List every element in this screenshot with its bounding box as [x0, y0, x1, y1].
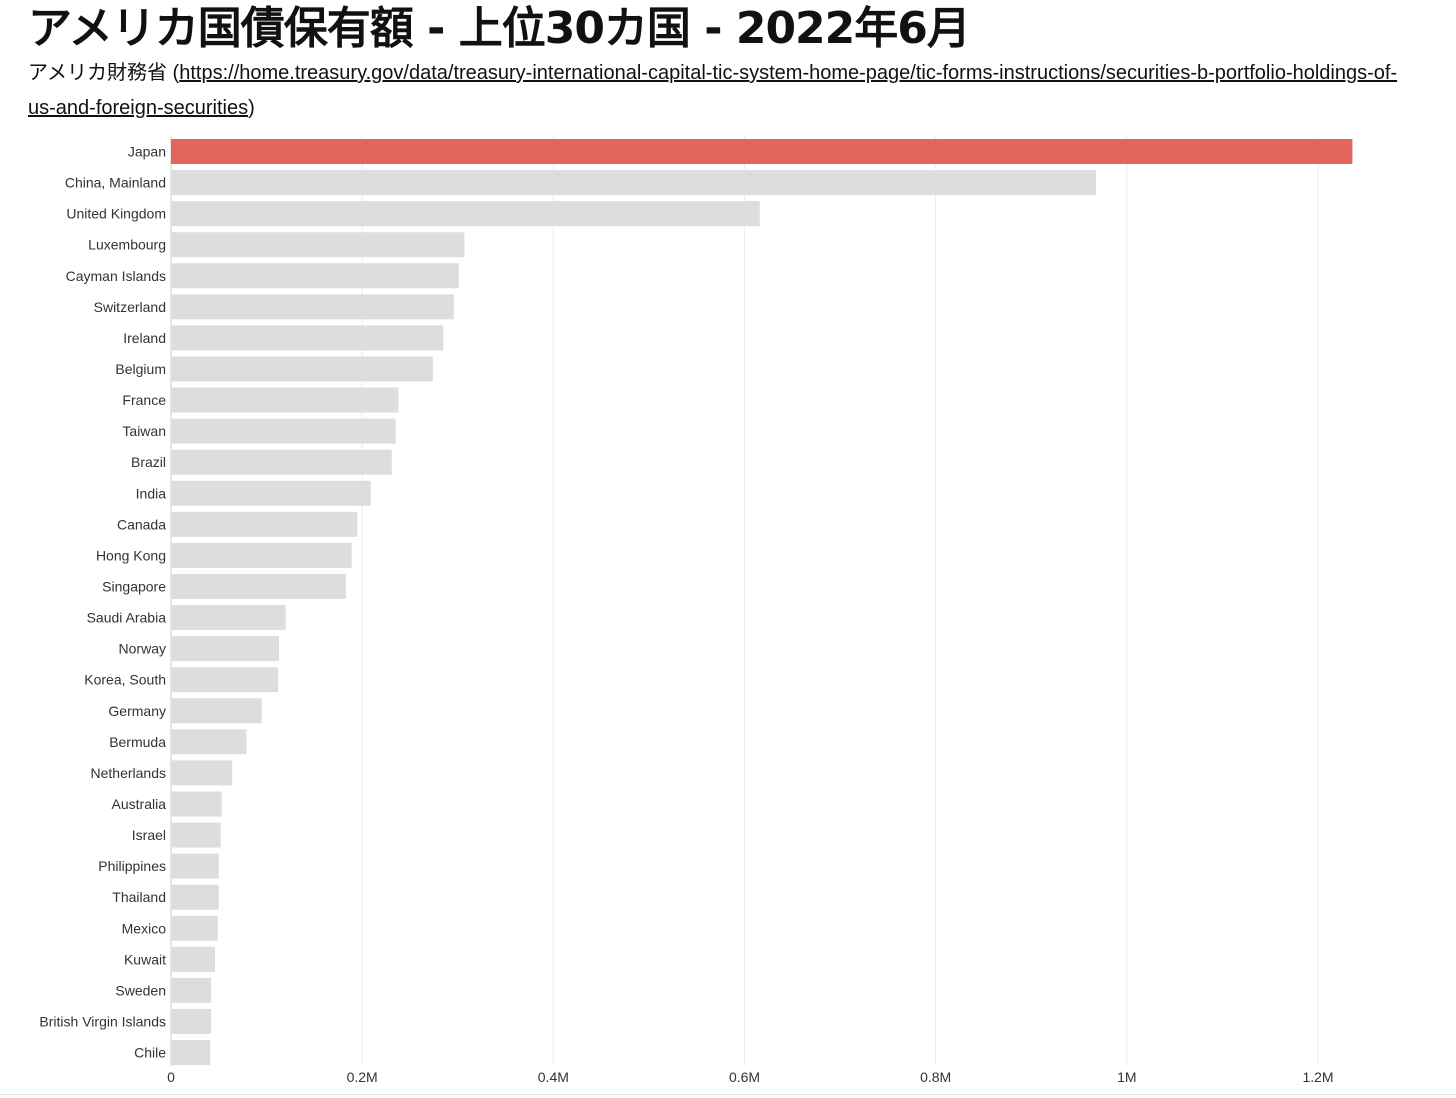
category-label: Korea, South — [84, 672, 166, 688]
bar — [171, 605, 286, 631]
bar — [171, 853, 219, 879]
x-tick-label: 0.8M — [920, 1069, 951, 1085]
x-tick-label: 0.2M — [347, 1069, 378, 1085]
bar — [171, 977, 212, 1003]
bar — [171, 418, 396, 444]
x-axis-ticks: 0 0.2M 0.4M 0.6M 0.8M 1M 1.2M — [167, 1069, 1333, 1085]
category-label: Australia — [112, 796, 167, 812]
category-label: Belgium — [115, 361, 166, 377]
bar — [171, 511, 358, 537]
category-label: Mexico — [122, 920, 167, 936]
bar — [171, 636, 280, 662]
category-label: Canada — [117, 516, 166, 532]
bar — [171, 325, 444, 351]
category-label: United Kingdom — [66, 206, 166, 222]
x-tick-label: 0 — [167, 1069, 175, 1085]
category-label: China, Mainland — [65, 175, 166, 191]
bar — [171, 1008, 212, 1034]
x-tick-label: 1.2M — [1302, 1069, 1333, 1085]
category-label: Thailand — [112, 889, 166, 905]
category-label: Philippines — [98, 858, 166, 874]
bar — [171, 729, 247, 755]
chart-title: アメリカ国債保有額 - 上位30カ国 - 2022年6月 — [28, 3, 971, 54]
bar — [171, 1040, 211, 1066]
category-label: Netherlands — [91, 765, 167, 781]
bar — [171, 170, 1097, 196]
category-label: Sweden — [115, 982, 166, 998]
source-link[interactable]: https://home.treasury.gov/data/treasury-… — [28, 62, 1398, 119]
bottom-divider — [0, 1094, 1456, 1095]
category-label: Singapore — [102, 578, 166, 594]
bar — [171, 387, 399, 413]
category-label: Ireland — [123, 330, 166, 346]
bar — [171, 542, 352, 568]
bar — [171, 667, 279, 693]
bar — [171, 760, 233, 786]
bar-highlighted — [171, 139, 1353, 164]
category-label: France — [122, 392, 166, 408]
bar — [171, 232, 465, 258]
category-label: Japan — [128, 144, 166, 160]
category-label: British Virgin Islands — [39, 1013, 166, 1029]
category-label: Norway — [119, 641, 166, 657]
bar — [171, 791, 222, 817]
category-label: Chile — [134, 1045, 166, 1061]
category-label: India — [136, 485, 167, 501]
x-tick-label: 0.6M — [729, 1069, 760, 1085]
category-label: Germany — [108, 703, 166, 719]
x-tick-label: 1M — [1117, 1069, 1136, 1085]
bar — [171, 946, 215, 972]
category-labels: Japan China, Mainland United Kingdom Luxemb… — [39, 144, 166, 1061]
bar — [171, 263, 459, 289]
bar — [171, 356, 433, 382]
category-label: Kuwait — [124, 951, 166, 967]
bar — [171, 573, 346, 599]
bar — [171, 449, 392, 475]
x-tick-label: 0.4M — [538, 1069, 569, 1085]
bar — [171, 294, 454, 320]
source-prefix: アメリカ財務省 ( — [28, 62, 180, 84]
category-label: Israel — [132, 827, 166, 843]
bar — [171, 822, 221, 848]
bars — [171, 139, 1353, 1066]
bar — [171, 915, 218, 941]
source-line: アメリカ財務省 (https://home.treasury.gov/data/… — [28, 56, 1408, 126]
category-label: Hong Kong — [96, 547, 166, 563]
bar — [171, 884, 219, 910]
category-label: Saudi Arabia — [87, 610, 167, 626]
category-label: Cayman Islands — [66, 268, 166, 284]
category-label: Switzerland — [94, 299, 166, 315]
source-suffix: ) — [248, 97, 255, 119]
category-label: Luxembourg — [88, 237, 166, 253]
bar — [171, 480, 371, 506]
bar — [171, 201, 760, 227]
gridlines — [170, 136, 1319, 1066]
bar — [171, 698, 262, 724]
category-label: Taiwan — [122, 423, 166, 439]
category-label: Brazil — [131, 454, 166, 470]
category-label: Bermuda — [109, 734, 166, 750]
